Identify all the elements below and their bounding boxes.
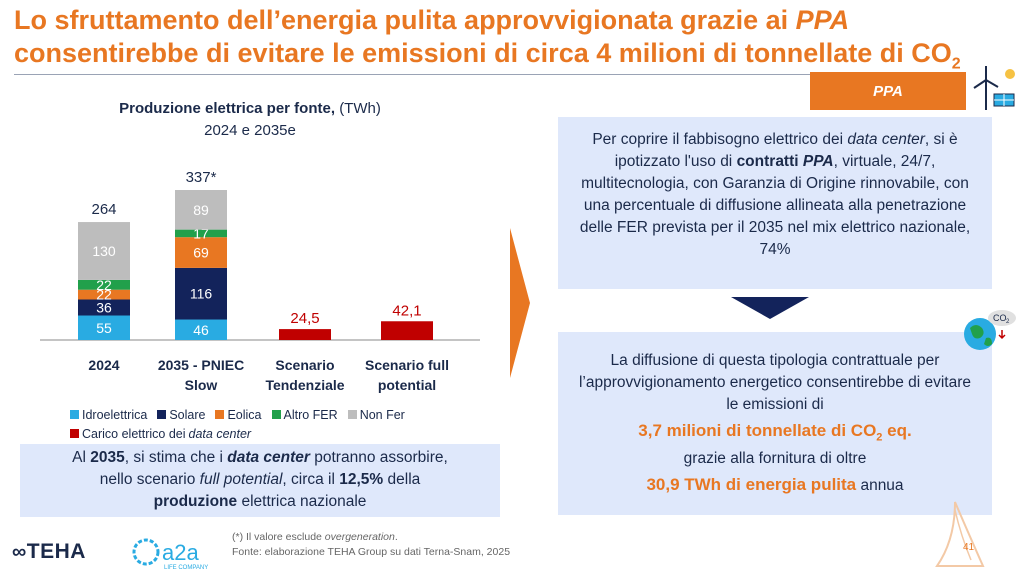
arrow-right-icon xyxy=(510,228,530,378)
page-title: Lo sfruttamento dell’energia pulita appr… xyxy=(14,5,961,73)
bar-value-label: 24,5 xyxy=(290,310,319,327)
source-note: Fonte: elaborazione TEHA Group su dati T… xyxy=(232,546,511,558)
legend-label: Solare xyxy=(169,407,206,422)
bar-segment xyxy=(175,229,227,238)
bar-segment xyxy=(78,299,130,316)
wind-solar-icon xyxy=(973,66,1015,110)
bar-segment xyxy=(175,190,227,230)
legend-item-non-fer: Non Fer xyxy=(347,407,405,422)
bar-data-center xyxy=(381,321,433,340)
chevron-down-icon xyxy=(731,297,809,319)
bar-segment xyxy=(175,267,227,320)
bar-segment xyxy=(175,237,227,268)
category-label: 2024 xyxy=(88,357,119,373)
legend-swatch xyxy=(70,410,79,419)
a2a-logo: a2a LIFE COMPANY xyxy=(132,538,208,571)
bar-value-label: 22 xyxy=(96,277,112,293)
page-number: 41 xyxy=(963,542,975,553)
category-label: Tendenziale xyxy=(265,377,344,393)
globe-co2-icon: CO 2 xyxy=(964,310,1016,350)
bar-segment xyxy=(78,315,130,340)
chart-title: Produzione elettrica per fonte, (TWh) 20… xyxy=(60,98,440,142)
legend-item-solare: Solare xyxy=(157,408,205,422)
bar-total-label: 337* xyxy=(186,169,217,186)
bar-value-label: 36 xyxy=(96,300,112,316)
legend-swatch xyxy=(347,410,357,419)
legend-label: Non Fer xyxy=(359,407,405,422)
bar-value-label: 42,1 xyxy=(392,302,421,319)
category-label: Slow xyxy=(185,377,218,393)
category-label: potential xyxy=(378,377,436,393)
category-label: Scenario xyxy=(275,357,334,373)
bar-value-label: 22 xyxy=(96,287,112,303)
emissions-result-box: La diffusione di questa tipologia contra… xyxy=(558,332,992,515)
footnote: (*) Il valore esclude overgeneration. Fo… xyxy=(232,531,511,558)
bar-value-label: 116 xyxy=(190,286,213,302)
bar-segment xyxy=(78,279,130,290)
bar-segment xyxy=(175,319,227,340)
svg-text:2: 2 xyxy=(1006,319,1010,325)
bar-value-label: 130 xyxy=(92,243,116,259)
legend-swatch xyxy=(157,410,167,419)
category-label: 2035 - PNIEC xyxy=(158,357,244,373)
legend-item-eolica: Eolica xyxy=(215,407,262,422)
bar-value-label: 55 xyxy=(96,320,112,336)
chart-legend: Idroelettrica Solare Eolica Altro FER Non Fe… xyxy=(70,405,490,443)
ppa-badge: PPA xyxy=(810,72,966,110)
bar-value-label: 89 xyxy=(193,202,209,218)
bar-value-label: 46 xyxy=(193,322,209,338)
legend-swatch xyxy=(271,410,281,419)
legend-label: Eolica xyxy=(227,407,262,422)
legend-item-idroelettrica: Idroelettrica xyxy=(70,408,147,422)
svg-text:CO: CO xyxy=(993,313,1007,323)
bar-data-center xyxy=(279,329,331,340)
chart-subtitle: 2024 e 2035e xyxy=(204,122,296,139)
bar-total-label: 264 xyxy=(91,201,116,218)
title-divider xyxy=(14,74,954,75)
legend-swatch xyxy=(70,429,79,438)
category-label: Scenario full xyxy=(365,357,449,373)
bar-segment xyxy=(78,289,130,300)
legend-label: Idroelettrica xyxy=(82,407,148,422)
legend-item-altro-fer: Altro FER xyxy=(271,407,338,422)
svg-text:a2a: a2a xyxy=(162,540,199,565)
legend-item-data-center: Carico elettrico dei data center xyxy=(70,427,251,441)
svg-text:LIFE COMPANY: LIFE COMPANY xyxy=(164,565,208,571)
summary-box: Al 2035, si stima che i data center potr… xyxy=(20,444,500,517)
bar-value-label: 69 xyxy=(193,245,209,261)
legend-label: Altro FER xyxy=(283,407,338,422)
bar-segment xyxy=(78,222,130,280)
sail-decoration-icon xyxy=(935,501,985,567)
ppa-assumption-box: Per coprire il fabbisogno elettrico dei … xyxy=(558,117,992,289)
teha-logo: ∞TEHA xyxy=(12,540,86,563)
legend-swatch xyxy=(215,410,225,419)
